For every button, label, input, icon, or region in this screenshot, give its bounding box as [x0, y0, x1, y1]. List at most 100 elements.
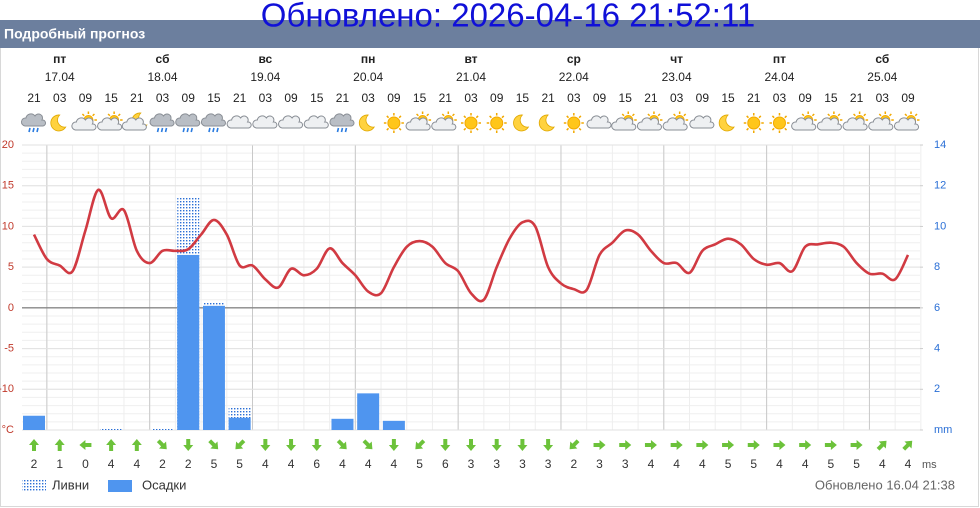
wind-arrow	[773, 440, 786, 450]
updated-note: Обновлено 16.04 21:38	[815, 477, 955, 492]
weather-icon	[278, 115, 304, 129]
y2-tick-label: mm	[934, 424, 952, 436]
cloud	[842, 117, 868, 131]
y2-tick-label: 4	[934, 342, 940, 354]
rain-drop	[182, 127, 186, 133]
moon	[513, 114, 530, 132]
sun-ray	[463, 127, 467, 131]
sun-ray	[771, 115, 775, 119]
y2-tick-label: 8	[934, 261, 940, 273]
time-label: 15	[207, 91, 221, 105]
wind-speed: 5	[750, 457, 757, 471]
sun-ray	[878, 113, 882, 117]
sun	[490, 116, 504, 130]
cloud	[816, 117, 842, 131]
time-label: 15	[824, 91, 838, 105]
wind-speed: 4	[339, 457, 346, 471]
wind-speed: 5	[211, 457, 218, 471]
header-bar	[0, 20, 980, 48]
arrow-shape	[619, 440, 632, 450]
sun-ray	[758, 115, 762, 119]
time-label: 09	[593, 91, 607, 105]
wind-arrow	[543, 439, 554, 451]
wind-arrow	[362, 439, 373, 450]
day-name: сб	[156, 52, 170, 66]
weather-icon	[486, 113, 507, 133]
time-label: 15	[104, 91, 118, 105]
wind-speed: 6	[313, 457, 320, 471]
wind-arrow	[799, 440, 812, 450]
sun-ray	[811, 113, 815, 117]
time-label: 15	[721, 91, 735, 105]
sun-ray	[501, 127, 505, 131]
time-label: 21	[747, 91, 761, 105]
time-label: 15	[310, 91, 324, 105]
wind-speed: 2	[185, 457, 192, 471]
day-date: 22.04	[559, 70, 589, 84]
weather-icon	[358, 114, 375, 132]
weather-icon	[791, 111, 817, 131]
rain-drop	[186, 127, 190, 133]
time-label: 03	[773, 91, 787, 105]
time-label: 03	[464, 91, 478, 105]
arrow-shape	[235, 439, 246, 450]
wind-arrow	[415, 439, 426, 450]
weather-icon	[303, 115, 329, 129]
sun-ray	[81, 113, 85, 117]
wind-speed: 2	[159, 457, 166, 471]
arrow-shape	[208, 439, 219, 450]
day-name: вс	[258, 52, 272, 66]
wind-speed: 4	[391, 457, 398, 471]
cloud	[431, 117, 457, 131]
legend-label: Осадки	[142, 477, 186, 492]
time-label: 03	[53, 91, 67, 105]
precip-bar	[331, 418, 354, 430]
rain-drop	[156, 127, 160, 133]
sun-ray	[386, 115, 390, 119]
sun-ray	[746, 115, 749, 119]
y2-tick-label: 14	[934, 139, 946, 151]
wind-speed: 5	[725, 457, 732, 471]
day-date: 18.04	[148, 70, 178, 84]
sun	[772, 116, 786, 130]
weather-icon	[894, 111, 920, 131]
time-label: 15	[619, 91, 633, 105]
y2-tick-label: 10	[934, 220, 946, 232]
sun	[567, 116, 581, 130]
weather-icon	[50, 114, 67, 132]
sun-ray	[904, 113, 908, 117]
sun-ray	[489, 115, 492, 119]
shower-bar	[151, 427, 174, 430]
sun-ray	[578, 127, 582, 131]
day-date: 25.04	[867, 70, 897, 84]
wind-arrow	[747, 440, 760, 450]
wind-speed: 1	[56, 457, 63, 471]
arrow-shape	[670, 440, 683, 450]
arrow-shape	[362, 439, 373, 450]
sun-ray	[621, 113, 625, 117]
wind-speed: 3	[519, 457, 526, 471]
weather-icon	[586, 115, 612, 129]
weather-icon	[636, 111, 663, 131]
wind-speed: 3	[493, 457, 500, 471]
time-label: 09	[798, 91, 812, 105]
y2-tick-label: 2	[934, 383, 940, 395]
rain-drop	[212, 127, 215, 133]
update-banner: Обновлено: 2026-04-16 21:52:11	[261, 0, 755, 34]
wind-arrow	[619, 440, 632, 450]
wind-speed: 3	[545, 457, 552, 471]
wind-speed: 4	[879, 457, 886, 471]
cloud	[791, 117, 817, 131]
arrow-shape	[466, 439, 476, 451]
weather-icon	[868, 111, 894, 131]
arrow-shape	[440, 439, 451, 451]
day-date: 24.04	[764, 70, 794, 84]
wind-speed: 4	[673, 457, 680, 471]
temperature-line	[32, 188, 910, 303]
weather-icon	[431, 111, 457, 131]
weather-icon	[149, 113, 175, 133]
arrow-shape	[543, 439, 554, 451]
wind-speed: 4	[365, 457, 372, 471]
wind-arrow	[131, 439, 142, 451]
